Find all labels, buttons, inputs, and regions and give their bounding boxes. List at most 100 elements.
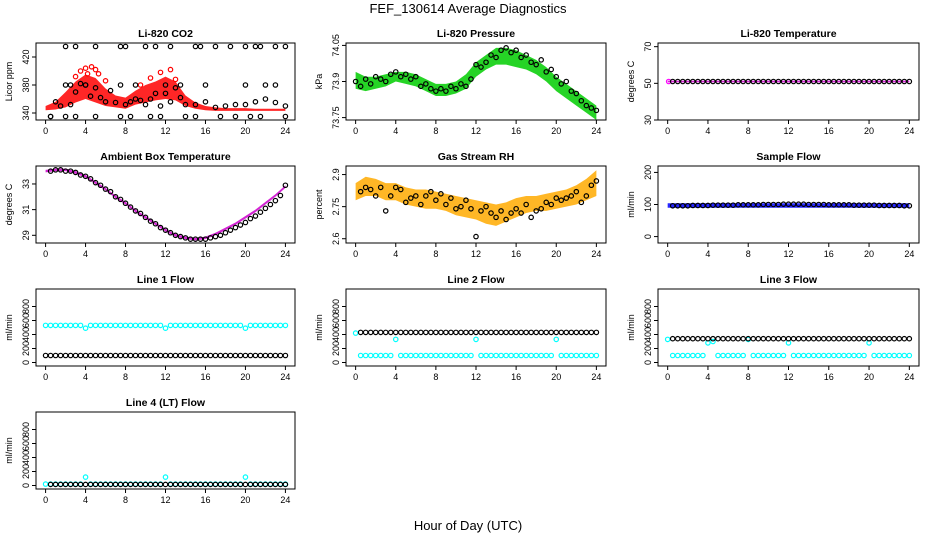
data-point — [735, 202, 741, 208]
x-tick-label: 4 — [83, 249, 88, 259]
data-point — [147, 75, 154, 81]
panel-2: Li-820 Pressure 0 4 8 12 16 20 24 73.75 73.9 74.05… — [314, 28, 607, 136]
data-point — [901, 335, 908, 342]
data-point — [443, 201, 449, 208]
data-point — [866, 335, 872, 342]
data-point — [92, 85, 99, 91]
data-point — [846, 352, 852, 359]
data-point — [458, 329, 464, 336]
data-point — [881, 202, 887, 209]
data-point — [750, 78, 757, 85]
panel-4: Ambient Box Temperature 0 4 8 12 16 20 24 29 31 33… — [4, 151, 296, 259]
data-point — [563, 329, 570, 336]
data-point — [92, 179, 99, 186]
data-point — [152, 322, 159, 329]
data-point — [528, 59, 534, 66]
data-point — [272, 197, 279, 204]
data-point — [825, 335, 832, 342]
data-point — [392, 329, 399, 336]
data-point — [805, 78, 812, 85]
data-point — [87, 322, 94, 329]
data-point — [92, 322, 99, 329]
data-point — [272, 43, 279, 50]
data-point — [82, 325, 89, 332]
data-point — [242, 352, 249, 359]
x-tick-label: 24 — [904, 126, 914, 136]
data-point — [227, 43, 234, 50]
panel-title: Gas Stream RH — [438, 151, 514, 163]
data-point — [212, 43, 219, 50]
data-point — [277, 192, 284, 199]
y-tick-label: 0 — [643, 360, 653, 365]
data-point — [815, 201, 822, 208]
data-point — [548, 201, 555, 208]
data-point — [800, 352, 807, 359]
data-point — [458, 352, 464, 359]
data-point — [896, 335, 903, 342]
data-point — [463, 197, 469, 204]
data-point — [463, 352, 469, 359]
x-tick-label: 24 — [904, 372, 914, 382]
data-point — [102, 186, 109, 192]
y-axis-label: ml/min — [4, 437, 14, 464]
data-point — [382, 352, 389, 359]
data-point — [730, 352, 736, 359]
data-point — [468, 205, 474, 212]
data-point — [242, 219, 249, 226]
data-point — [197, 352, 204, 359]
data-point — [720, 335, 726, 342]
data-point — [690, 202, 696, 209]
data-point — [453, 352, 459, 359]
data-point — [750, 202, 757, 208]
data-point — [52, 322, 59, 329]
data-point — [112, 194, 119, 200]
data-point — [836, 352, 842, 359]
data-point — [97, 94, 104, 101]
data-point — [242, 101, 249, 108]
data-point — [187, 322, 194, 329]
data-point — [513, 352, 519, 359]
data-point — [488, 52, 494, 58]
data-point — [162, 474, 169, 480]
data-point — [272, 99, 279, 106]
figure-title: FEF_130614 Average Diagnostics — [369, 1, 567, 16]
data-point — [402, 352, 409, 359]
data-point — [177, 82, 184, 88]
y-axis-label: Licor ppm — [4, 62, 14, 102]
data-point — [795, 335, 802, 342]
data-point — [518, 352, 524, 359]
data-point — [177, 322, 184, 329]
data-point — [563, 78, 570, 85]
data-point — [267, 201, 274, 208]
x-axis-caption: Hour of Day (UTC) — [413, 518, 523, 533]
data-point — [192, 113, 199, 120]
panel-title: Line 4 (LT) Flow — [126, 397, 206, 409]
data-point — [695, 335, 701, 342]
data-point — [162, 325, 169, 332]
data-point — [122, 322, 129, 329]
data-point — [790, 78, 797, 85]
data-point — [247, 215, 254, 222]
data-point — [478, 329, 484, 336]
data-point — [523, 352, 529, 359]
x-tick-label: 12 — [783, 126, 793, 136]
data-point — [202, 99, 209, 105]
data-point — [760, 78, 767, 85]
data-point — [147, 218, 154, 224]
data-point — [876, 202, 882, 209]
data-point — [861, 335, 867, 342]
data-point — [871, 78, 877, 85]
data-point — [362, 184, 369, 191]
data-point — [851, 352, 857, 359]
data-point — [217, 352, 224, 359]
y-tick-label: 200 — [21, 464, 31, 479]
data-point — [438, 329, 444, 336]
data-point — [448, 83, 454, 90]
data-point — [588, 329, 595, 336]
y-axis-label: ml/min — [626, 314, 636, 341]
data-point — [377, 76, 384, 82]
x-tick-label: 20 — [864, 249, 874, 259]
data-point — [192, 352, 199, 359]
